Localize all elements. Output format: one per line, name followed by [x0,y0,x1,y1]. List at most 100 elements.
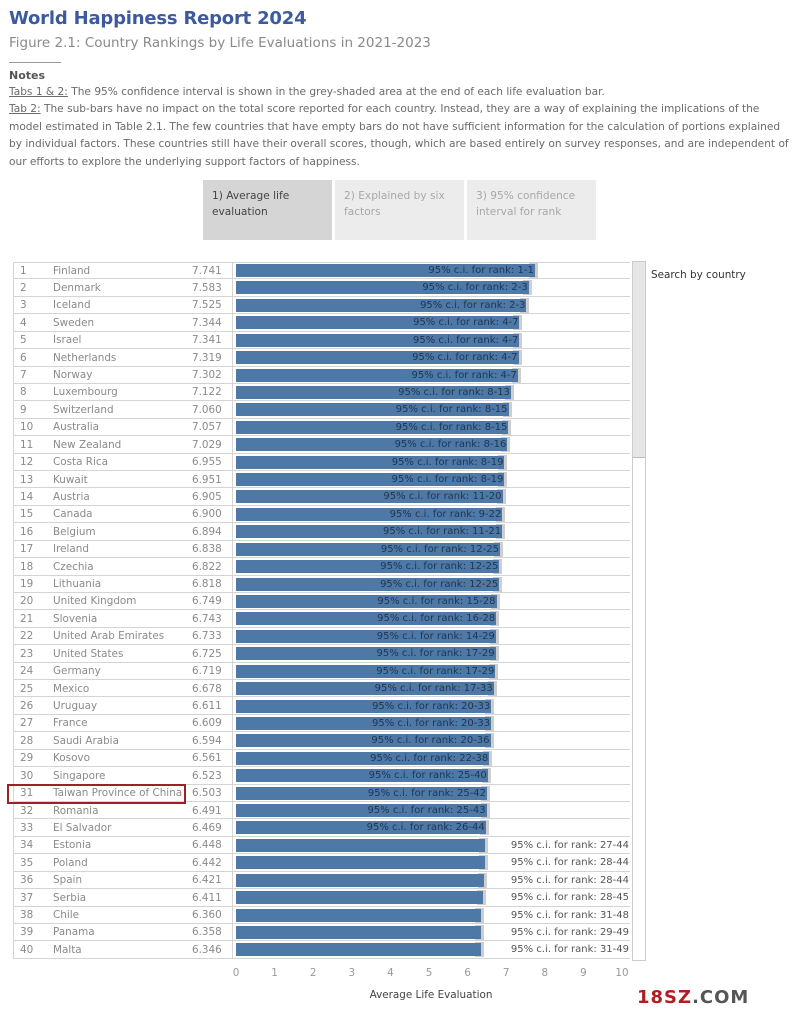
life-evaluation-bar[interactable] [236,281,529,295]
life-evaluation-bar[interactable] [236,612,497,626]
table-row[interactable] [13,419,630,437]
table-row[interactable] [13,436,630,454]
table-row[interactable] [13,401,630,419]
life-evaluation-bar[interactable] [236,647,496,661]
ci-rank-label: 95% c.i. for rank: 12-25 [380,543,499,555]
life-evaluation-bar[interactable] [236,577,500,591]
life-evaluation-bar[interactable] [236,856,485,870]
life-evaluation-bar[interactable] [236,751,490,765]
life-evaluation-bar[interactable] [236,542,500,556]
table-row[interactable] [13,523,630,541]
search-by-country-label[interactable]: Search by country [651,269,746,281]
rank-cell: 5 [20,334,27,347]
tab-confidence-interval-rank[interactable]: 3) 95% confidence interval for rank [467,180,596,240]
life-evaluation-bar[interactable] [236,943,481,957]
table-row[interactable] [13,610,630,628]
life-evaluation-bar[interactable] [236,925,482,939]
life-evaluation-bar[interactable] [236,525,503,539]
table-row[interactable] [13,454,630,472]
table-row[interactable] [13,332,630,350]
life-evaluation-bar[interactable] [236,298,527,312]
tab-bar: 1) Average life evaluation 2) Explained … [203,180,596,240]
life-evaluation-bar[interactable] [236,716,492,730]
rank-cell: 39 [20,926,34,939]
table-row[interactable] [13,384,630,402]
table-row[interactable] [13,297,630,315]
table-row[interactable] [13,593,630,611]
table-row[interactable] [13,907,630,924]
table-row[interactable] [13,645,630,663]
life-evaluation-bar[interactable] [236,594,497,608]
table-row[interactable] [13,837,630,855]
table-row[interactable] [13,819,630,837]
life-evaluation-bar[interactable] [236,821,486,835]
ci-rank-label: 95% c.i. for rank: 25-42 [367,787,487,799]
life-evaluation-bar[interactable] [236,368,518,382]
life-evaluation-bar[interactable] [236,873,484,887]
life-evaluation-bar[interactable] [236,664,496,678]
table-row[interactable] [13,715,630,733]
tab-average-life-evaluation[interactable]: 1) Average life evaluation [203,180,332,240]
life-evaluation-bar[interactable] [236,891,484,905]
table-row[interactable] [13,698,630,715]
table-row[interactable] [13,785,630,802]
life-evaluation-bar[interactable] [236,403,509,417]
life-evaluation-bar[interactable] [236,734,491,748]
life-evaluation-bar[interactable] [236,316,520,330]
table-row[interactable] [13,471,630,489]
life-evaluation-bar[interactable] [236,455,505,469]
rank-cell: 14 [20,490,34,503]
life-evaluation-bar[interactable] [236,682,494,696]
life-evaluation-bar[interactable] [236,908,482,922]
life-evaluation-bar[interactable] [236,351,519,365]
table-row[interactable] [13,279,630,297]
table-row[interactable] [13,488,630,506]
life-evaluation-bar[interactable] [236,490,503,504]
bar-area-left-border [232,262,233,959]
table-row[interactable] [13,541,630,559]
life-evaluation-bar[interactable] [236,473,505,487]
table-row[interactable] [13,872,630,890]
life-evaluation-bar[interactable] [236,333,520,347]
life-evaluation-bar[interactable] [236,699,492,713]
table-row[interactable] [13,628,630,646]
score-cell: 6.523 [192,769,222,782]
rank-cell: 35 [20,856,34,869]
score-cell: 6.611 [192,700,222,712]
table-row[interactable] [13,889,630,907]
table-row[interactable] [13,506,630,524]
life-evaluation-bar[interactable] [236,438,508,452]
country-cell: Lithuania [53,578,102,591]
ci-rank-label: 95% c.i. for rank: 4-7 [412,352,518,364]
table-row[interactable] [13,314,630,332]
table-row[interactable] [13,680,630,698]
table-row[interactable] [13,732,630,750]
life-evaluation-bar[interactable] [236,769,488,783]
life-evaluation-bar[interactable] [236,560,500,574]
table-row[interactable] [13,802,630,820]
life-evaluation-bar[interactable] [236,507,503,521]
table-row[interactable] [13,558,630,576]
rank-cell: 34 [20,839,34,852]
x-tick-label: 1 [271,967,278,979]
life-evaluation-bar[interactable] [236,838,485,852]
tab-explained-by-six-factors[interactable]: 2) Explained by six factors [335,180,464,240]
table-row[interactable] [13,262,630,280]
life-evaluation-bar[interactable] [236,786,488,800]
life-evaluation-bar[interactable] [236,804,487,818]
scrollbar-thumb[interactable] [633,262,645,458]
table-row[interactable] [13,750,630,768]
table-row[interactable] [13,941,630,959]
table-row[interactable] [13,663,630,681]
table-row[interactable] [13,924,630,942]
x-tick-label: 9 [580,967,587,979]
table-row[interactable] [13,576,630,593]
life-evaluation-bar[interactable] [236,264,535,277]
life-evaluation-bar[interactable] [236,420,509,434]
table-row[interactable] [13,767,630,785]
life-evaluation-bar[interactable] [236,385,511,399]
table-row[interactable] [13,367,630,384]
life-evaluation-bar[interactable] [236,629,496,643]
table-row[interactable] [13,854,630,872]
table-row[interactable] [13,349,630,367]
